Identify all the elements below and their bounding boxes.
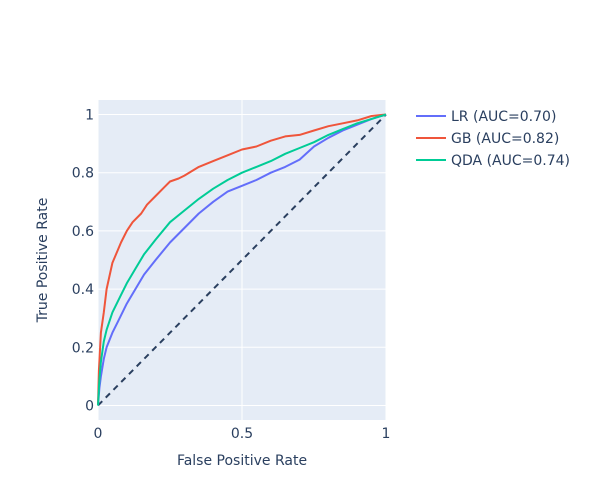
legend-item-2[interactable]: QDA (AUC=0.74) bbox=[416, 153, 570, 169]
tick-labels: 0 0.2 0.4 0.6 0.8 1 0 0.5 1 bbox=[72, 108, 391, 442]
x-axis-title: False Positive Rate bbox=[177, 453, 307, 469]
y-tick-label: 0.6 bbox=[72, 224, 94, 240]
legend-label: LR (AUC=0.70) bbox=[451, 109, 556, 125]
series-line-2 bbox=[97, 113, 387, 406]
chance-diagonal-line bbox=[97, 113, 387, 407]
series-line-1 bbox=[97, 113, 387, 406]
y-tick-label: 0 bbox=[85, 398, 94, 414]
gridlines bbox=[97, 100, 387, 420]
legend-item-1[interactable]: GB (AUC=0.82) bbox=[416, 131, 559, 147]
y-tick-label: 0.8 bbox=[72, 166, 94, 182]
y-tick-label: 0.2 bbox=[72, 340, 94, 356]
y-axis-title: True Positive Rate bbox=[35, 198, 51, 324]
series-lines bbox=[97, 113, 387, 406]
legend-item-0[interactable]: LR (AUC=0.70) bbox=[416, 109, 556, 125]
y-tick-label: 1 bbox=[85, 108, 94, 124]
x-tick-label: 1 bbox=[382, 426, 391, 442]
legend-label: QDA (AUC=0.74) bbox=[451, 153, 570, 169]
series-line-0 bbox=[97, 113, 387, 406]
legend-label: GB (AUC=0.82) bbox=[451, 131, 559, 147]
y-tick-label: 0.4 bbox=[72, 282, 94, 298]
x-tick-label: 0 bbox=[94, 426, 103, 442]
legend[interactable]: LR (AUC=0.70) GB (AUC=0.82) QDA (AUC=0.74) bbox=[416, 109, 570, 169]
x-tick-label: 0.5 bbox=[231, 426, 253, 442]
